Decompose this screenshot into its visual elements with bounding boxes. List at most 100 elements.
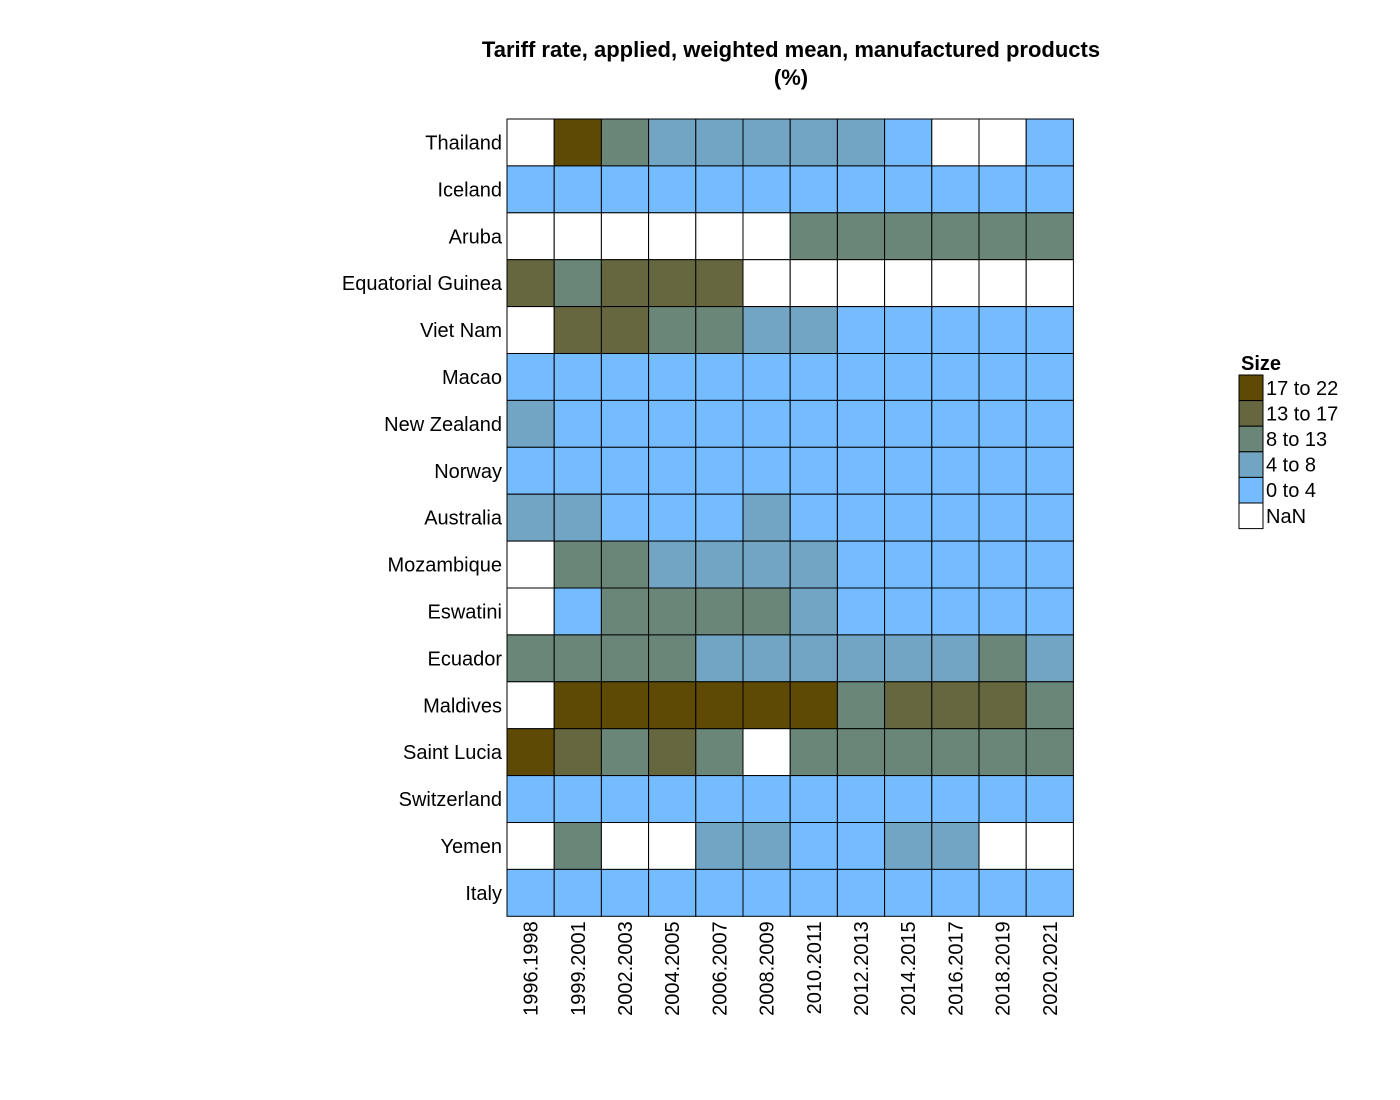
heatmap-cell xyxy=(836,587,886,636)
heatmap-cell xyxy=(695,212,744,261)
heatmap-cell xyxy=(978,587,1027,636)
heatmap-cell xyxy=(884,634,933,683)
heatmap-cell xyxy=(600,118,650,167)
heatmap-cell xyxy=(695,353,744,401)
heatmap-cell xyxy=(695,540,744,589)
heatmap-cell xyxy=(1025,399,1074,448)
row-label: Switzerland xyxy=(399,789,502,811)
heatmap-cell xyxy=(742,212,791,261)
heatmap-cell xyxy=(884,587,933,636)
heatmap-cell xyxy=(931,728,980,777)
heatmap-cell xyxy=(836,868,886,917)
heatmap-cell xyxy=(789,446,838,495)
heatmap-cell xyxy=(1025,587,1074,636)
legend-title: Size xyxy=(1241,353,1281,375)
heatmap-cell xyxy=(789,259,838,308)
heatmap-cell xyxy=(553,399,602,448)
heatmap-cell xyxy=(506,822,555,870)
heatmap-cell xyxy=(789,868,838,917)
heatmap-cell xyxy=(1025,634,1074,683)
heatmap-cell xyxy=(1025,165,1074,214)
heatmap-cell xyxy=(978,681,1027,730)
legend-label: 17 to 22 xyxy=(1266,378,1338,400)
heatmap-cell xyxy=(836,259,886,308)
heatmap-cell xyxy=(931,540,980,589)
heatmap-cell xyxy=(836,446,886,495)
row-label: Norway xyxy=(434,461,502,483)
heatmap-cell xyxy=(836,306,886,355)
heatmap-cell xyxy=(931,165,980,214)
heatmap-cell xyxy=(1025,212,1074,261)
heatmap-cell xyxy=(978,399,1027,448)
heatmap-cell xyxy=(600,353,650,401)
legend-label: 4 to 8 xyxy=(1266,455,1316,477)
heatmap-cell xyxy=(884,353,933,401)
heatmap-cell xyxy=(600,165,650,214)
heatmap-cell xyxy=(506,165,555,214)
heatmap-cell xyxy=(695,681,744,730)
heatmap-cell xyxy=(1025,540,1074,589)
heatmap-cell xyxy=(553,259,602,308)
legend-swatch xyxy=(1238,400,1264,427)
heatmap-cell xyxy=(553,212,602,261)
heatmap-cell xyxy=(836,681,886,730)
heatmap-cell xyxy=(553,165,602,214)
heatmap-cell xyxy=(742,540,791,589)
heatmap-cell xyxy=(553,118,602,167)
heatmap-cell xyxy=(648,165,697,214)
heatmap-cell xyxy=(884,259,933,308)
heatmap-cell xyxy=(648,822,697,870)
heatmap-cell xyxy=(742,822,791,870)
heatmap-cell xyxy=(978,446,1027,495)
heatmap-cell xyxy=(836,399,886,448)
heatmap-cell xyxy=(978,822,1027,870)
heatmap-cell xyxy=(742,118,791,167)
column-label: 2006.2007 xyxy=(709,921,731,1016)
heatmap-cell xyxy=(648,493,697,542)
heatmap-cell xyxy=(648,446,697,495)
heatmap-cell xyxy=(600,868,650,917)
heatmap-cell xyxy=(884,728,933,777)
heatmap-cell xyxy=(931,259,980,308)
heatmap-cell xyxy=(978,493,1027,542)
heatmap-cell xyxy=(648,259,697,308)
heatmap-cell xyxy=(506,868,555,917)
heatmap-cell xyxy=(978,118,1027,167)
heatmap-cell xyxy=(978,540,1027,589)
heatmap-cell xyxy=(931,634,980,683)
heatmap-cell xyxy=(648,587,697,636)
heatmap-cell xyxy=(931,587,980,636)
heatmap-cell xyxy=(931,353,980,401)
heatmap-cell xyxy=(931,775,980,823)
heatmap-cell xyxy=(931,399,980,448)
heatmap-cell xyxy=(742,493,791,542)
heatmap-cell xyxy=(553,353,602,401)
heatmap-cell xyxy=(648,775,697,823)
heatmap-cell xyxy=(789,775,838,823)
heatmap-cell xyxy=(978,212,1027,261)
heatmap-cell xyxy=(789,212,838,261)
heatmap-cell xyxy=(506,587,555,636)
heatmap-cell xyxy=(789,540,838,589)
heatmap-cell xyxy=(553,681,602,730)
heatmap-cell xyxy=(978,775,1027,823)
heatmap-cell xyxy=(1025,259,1074,308)
row-label: Ecuador xyxy=(428,648,503,670)
heatmap-cells xyxy=(506,118,1074,917)
heatmap-cell xyxy=(648,399,697,448)
heatmap-cell xyxy=(789,822,838,870)
heatmap-cell xyxy=(1025,118,1074,167)
row-label: Equatorial Guinea xyxy=(342,273,503,295)
column-label: 2002.2003 xyxy=(615,921,637,1016)
legend: Size 17 to 22 13 to 17 8 to 13 4 to 8 0 to 4… xyxy=(1238,353,1338,530)
heatmap-cell xyxy=(978,306,1027,355)
heatmap-cell xyxy=(978,165,1027,214)
heatmap-cell xyxy=(884,118,933,167)
heatmap-cell xyxy=(884,540,933,589)
heatmap-cell xyxy=(506,681,555,730)
heatmap-cell xyxy=(695,259,744,308)
heatmap-cell xyxy=(978,634,1027,683)
heatmap-cell xyxy=(789,728,838,777)
heatmap-cell xyxy=(695,775,744,823)
heatmap-cell xyxy=(884,681,933,730)
